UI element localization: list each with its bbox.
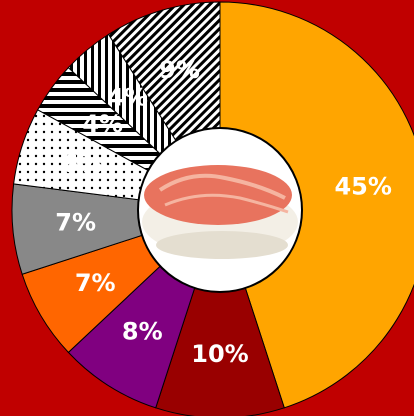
data-label: 10% — [191, 340, 248, 368]
data-label: 7% — [75, 269, 116, 297]
center-image — [137, 127, 303, 293]
data-label: 6% — [62, 150, 103, 178]
data-label: 7% — [55, 209, 96, 237]
data-label: 8% — [122, 317, 163, 345]
data-label: 45% — [334, 172, 391, 200]
data-label: 4% — [82, 110, 123, 138]
data-label: 4% — [107, 83, 148, 111]
data-label: 9% — [159, 56, 200, 84]
